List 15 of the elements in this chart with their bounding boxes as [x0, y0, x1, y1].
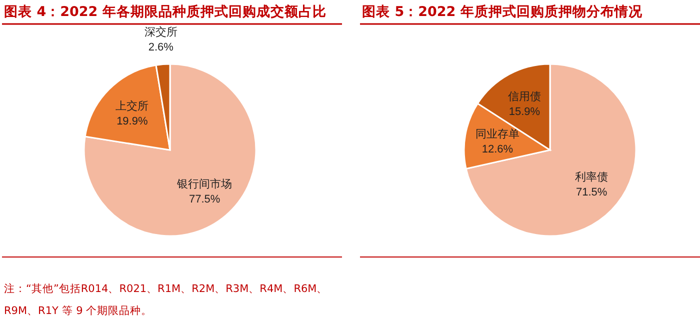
slice-label: 银行间市场 — [176, 178, 232, 191]
data-label: 2.6% — [148, 42, 174, 54]
slice-label: 同业存单 — [476, 128, 520, 141]
slice-label: 上交所 — [116, 99, 149, 112]
data-label: 15.9% — [508, 106, 540, 118]
data-label: 12.6% — [482, 144, 514, 156]
slice-label: 深交所 — [144, 26, 178, 39]
slice-label: 利率债 — [575, 170, 608, 184]
data-label: 77.5% — [189, 194, 220, 206]
data-label: 71.5% — [576, 186, 608, 198]
text: 注：“其他”包括R014、R021、R1M、R2M、R3M、R4M、R6M、R9M、R1Y 等 9 个期限品种。 — [4, 282, 329, 319]
slice-label: 信用债 — [508, 90, 541, 104]
chart-title: 图表 5：2022 年质押式回购质押物分布情况 — [362, 3, 642, 21]
data-label: 19.9% — [116, 115, 148, 128]
chart-title: 图表 4：2022 年各期限品种质押式回购成交额占比 — [4, 3, 326, 21]
